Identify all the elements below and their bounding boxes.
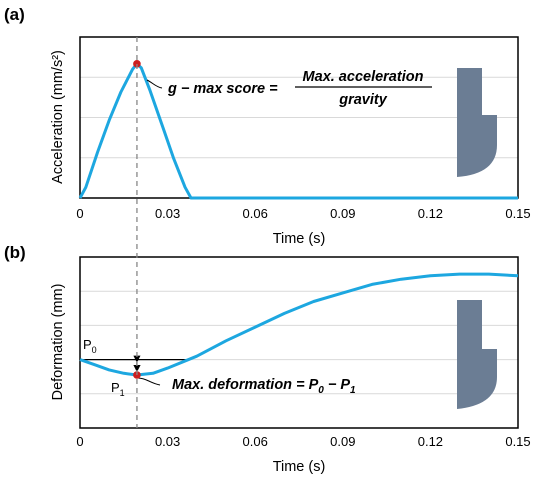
panel-b-x-tick-label: 0.06 <box>243 434 268 449</box>
panel-b-equation: Max. deformation = P0 − P1 <box>172 377 356 396</box>
panel-a-equation-connector <box>146 79 163 89</box>
panel-a-shape-icon <box>457 68 497 177</box>
panel-b-x-ticks: 0 0.03 0.06 0.09 0.12 0.15 <box>76 434 530 449</box>
panel-a-x-tick-label: 0.03 <box>155 206 180 221</box>
panel-b-x-tick-label: 0 <box>76 434 83 449</box>
panel-a-label: (a) <box>4 5 25 24</box>
panel-a-y-axis-title: Acceleration (mm/s²) <box>50 50 66 184</box>
panel-b-x-tick-label: 0.12 <box>418 434 443 449</box>
panel-b-series-line <box>79 272 519 377</box>
panel-a-equation-denominator: gravity <box>338 92 387 108</box>
panel-b-x-tick-label: 0.09 <box>330 434 355 449</box>
panel-a-gridlines <box>80 76 518 159</box>
panel-b-shape-icon <box>457 300 497 409</box>
panel-b-p1-label: P1 <box>111 380 125 398</box>
panel-b-plot-frame <box>79 256 519 429</box>
panel-b-x-tick-label: 0.03 <box>155 434 180 449</box>
panel-b-p0-label: P0 <box>83 337 97 355</box>
panel-b-y-axis-title: Deformation (mm) <box>50 284 66 401</box>
panel-a: (a) 0 0.03 0.06 0.09 0.12 0.15 Time (s) Accel… <box>4 5 531 247</box>
panel-a-equation-numerator: Max. acceleration <box>303 69 424 85</box>
panel-a-x-tick-label: 0 <box>76 206 83 221</box>
panel-a-x-tick-label: 0.06 <box>243 206 268 221</box>
panel-a-x-axis-title: Time (s) <box>273 231 326 247</box>
panel-a-equation: g − max score = Max. acceleration gravit… <box>167 69 432 108</box>
panel-a-x-tick-label: 0.15 <box>505 206 530 221</box>
panel-a-x-tick-label: 0.12 <box>418 206 443 221</box>
panel-a-x-tick-label: 0.09 <box>330 206 355 221</box>
panel-b: (b) 0 0.03 0.06 0.09 0.12 0.15 Time (s) Defor… <box>4 243 531 475</box>
panel-b-equation-connector <box>137 377 161 386</box>
panel-a-x-ticks: 0 0.03 0.06 0.09 0.12 0.15 <box>76 206 530 221</box>
panel-b-label: (b) <box>4 243 26 262</box>
panel-b-x-tick-label: 0.15 <box>505 434 530 449</box>
panel-a-equation-lhs: g − max score = <box>167 81 278 97</box>
panel-a-peak-marker <box>133 60 141 68</box>
panel-b-x-axis-title: Time (s) <box>273 459 326 475</box>
panel-a-series-line <box>78 62 518 200</box>
